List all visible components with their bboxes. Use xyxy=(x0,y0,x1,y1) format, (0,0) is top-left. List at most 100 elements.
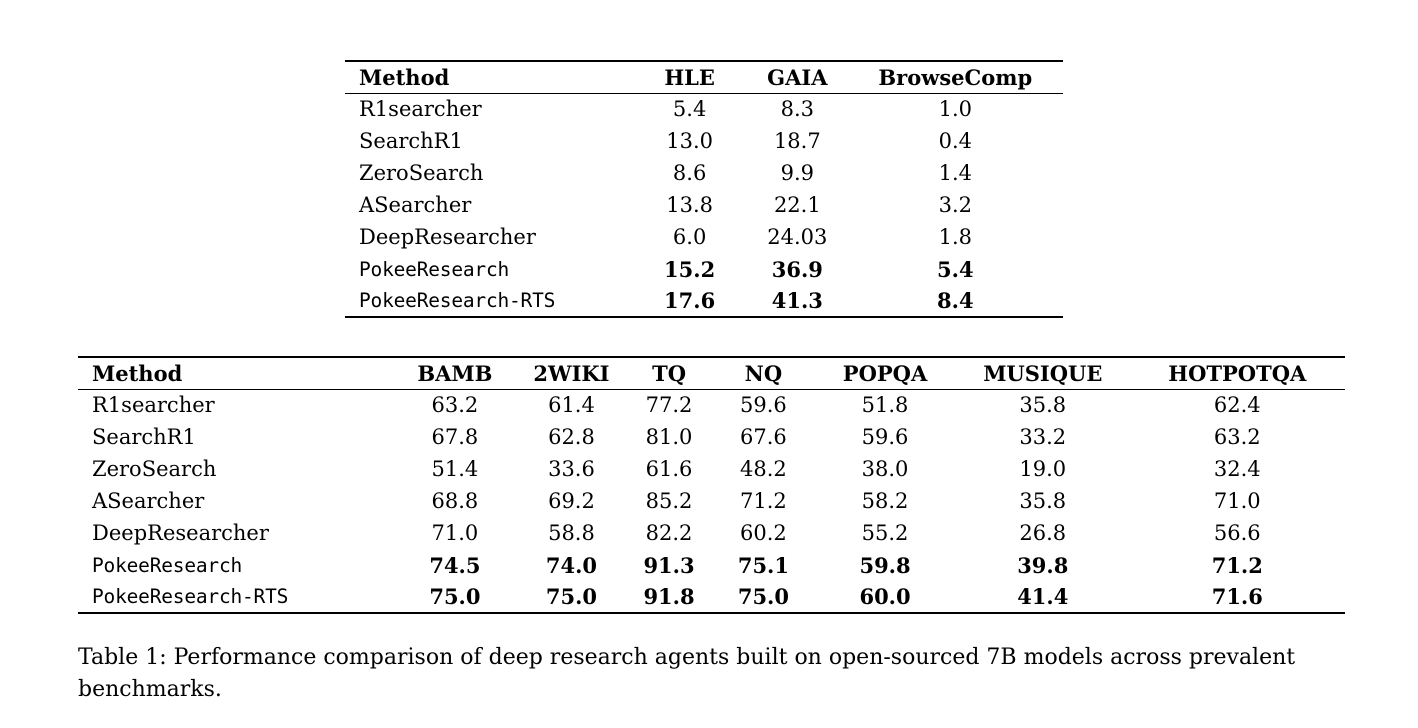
method-cell: PokeeResearch xyxy=(359,257,510,281)
value-cell: 5.4 xyxy=(937,256,974,282)
column-header: GAIA xyxy=(767,64,828,90)
value-cell: 60.2 xyxy=(740,521,787,545)
value-cell: 71.0 xyxy=(431,521,479,545)
column-header: Method xyxy=(359,64,450,90)
method-cell: ASearcher xyxy=(359,193,472,217)
method-cell: ASearcher xyxy=(92,489,205,513)
qa-benchmark-table: Method BAMB 2WIKI TQ NQ POPQA MUSIQUE HOTPOTQA … xyxy=(78,356,1345,614)
value-cell: 85.2 xyxy=(645,489,693,513)
value-cell: 1.4 xyxy=(938,161,972,185)
column-header: MUSIQUE xyxy=(983,360,1103,386)
value-cell: 71.0 xyxy=(1213,489,1261,513)
value-cell: 62.8 xyxy=(548,425,595,449)
value-cell: 61.4 xyxy=(548,393,595,418)
method-cell: PokeeResearch-RTS xyxy=(92,585,289,608)
table-row: SearchR1 67.8 62.8 81.0 67.6 59.6 33.2 63.2 xyxy=(78,421,1345,453)
value-cell: 74.5 xyxy=(429,552,481,578)
value-cell: 19.0 xyxy=(1019,457,1067,481)
method-cell: SearchR1 xyxy=(359,129,463,153)
method-cell: PokeeResearch-RTS xyxy=(359,289,556,312)
value-cell: 8.4 xyxy=(937,288,974,313)
value-cell: 67.6 xyxy=(740,425,787,449)
value-cell: 77.2 xyxy=(645,393,693,418)
column-header: POPQA xyxy=(842,360,928,386)
value-cell: 71.2 xyxy=(740,489,787,513)
value-cell: 13.0 xyxy=(666,129,713,153)
table-row: R1searcher 5.4 8.3 1.0 xyxy=(345,93,1063,125)
table-row: PokeeResearch-RTS 75.0 75.0 91.8 75.0 60.0 41.… xyxy=(78,581,1345,613)
value-cell: 38.0 xyxy=(861,457,909,481)
table-header: Method HLE GAIA BrowseComp xyxy=(345,61,1063,93)
table-row: DeepResearcher 71.0 58.8 82.2 60.2 55.2 26.8 56… xyxy=(78,517,1345,549)
column-header: HLE xyxy=(664,64,715,90)
value-cell: 58.8 xyxy=(548,521,595,545)
value-cell: 63.2 xyxy=(1213,425,1261,449)
column-header: NQ xyxy=(744,360,783,386)
value-cell: 26.8 xyxy=(1019,521,1067,545)
table-body: R1searcher 5.4 8.3 1.0 SearchR1 13.0 18.7 0.4 Ze… xyxy=(345,93,1063,317)
table-row: SearchR1 13.0 18.7 0.4 xyxy=(345,125,1063,157)
value-cell: 1.0 xyxy=(938,97,972,122)
value-cell: 59.6 xyxy=(740,393,787,418)
table-top: Method HLE GAIA BrowseComp R1searcher 5.4 8.3… xyxy=(345,60,1063,318)
value-cell: 55.2 xyxy=(861,521,909,545)
value-cell: 67.8 xyxy=(431,425,479,449)
table-header: Method BAMB 2WIKI TQ NQ POPQA MUSIQUE HOTPOTQA xyxy=(78,357,1345,389)
table-row: R1searcher 63.2 61.4 77.2 59.6 51.8 35.8 62.4 xyxy=(78,389,1345,421)
table-row: ZeroSearch 51.4 33.6 61.6 48.2 38.0 19.0 32.4 xyxy=(78,453,1345,485)
value-cell: 33.6 xyxy=(548,457,595,481)
column-header: 2WIKI xyxy=(533,360,610,386)
value-cell: 41.3 xyxy=(771,288,823,313)
value-cell: 39.8 xyxy=(1017,552,1069,578)
column-header: BrowseComp xyxy=(878,64,1033,90)
method-cell: SearchR1 xyxy=(92,425,196,449)
value-cell: 48.2 xyxy=(740,457,787,481)
value-cell: 0.4 xyxy=(938,129,972,153)
value-cell: 91.8 xyxy=(643,584,695,609)
value-cell: 59.6 xyxy=(861,425,909,449)
table-row: ASearcher 13.8 22.1 3.2 xyxy=(345,189,1063,221)
method-cell: DeepResearcher xyxy=(92,521,269,545)
table-row: ZeroSearch 8.6 9.9 1.4 xyxy=(345,157,1063,189)
value-cell: 75.1 xyxy=(737,552,789,578)
value-cell: 18.7 xyxy=(773,129,821,153)
table-row: PokeeResearch 74.5 74.0 91.3 75.1 59.8 39.8 71.… xyxy=(78,549,1345,581)
table-row: PokeeResearch 15.2 36.9 5.4 xyxy=(345,253,1063,285)
method-cell: DeepResearcher xyxy=(359,225,536,249)
column-header: BAMB xyxy=(417,360,493,386)
value-cell: 36.9 xyxy=(771,256,823,282)
value-cell: 6.0 xyxy=(672,225,707,249)
value-cell: 56.6 xyxy=(1213,521,1261,545)
table-row: PokeeResearch-RTS 17.6 41.3 8.4 xyxy=(345,285,1063,317)
value-cell: 68.8 xyxy=(431,489,479,513)
value-cell: 61.6 xyxy=(645,457,693,481)
value-cell: 51.8 xyxy=(861,393,909,418)
value-cell: 24.03 xyxy=(767,225,828,249)
value-cell: 5.4 xyxy=(672,97,707,122)
value-cell: 59.8 xyxy=(859,552,911,578)
method-cell: R1searcher xyxy=(92,393,215,418)
value-cell: 51.4 xyxy=(431,457,479,481)
table-row: DeepResearcher 6.0 24.03 1.8 xyxy=(345,221,1063,253)
value-cell: 9.9 xyxy=(780,161,815,185)
value-cell: 1.8 xyxy=(938,225,972,249)
value-cell: 13.8 xyxy=(666,193,713,217)
value-cell: 58.2 xyxy=(861,489,909,513)
table-bottom: Method BAMB 2WIKI TQ NQ POPQA MUSIQUE HOTPOTQA … xyxy=(78,356,1345,614)
value-cell: 22.1 xyxy=(773,193,821,217)
table-body: R1searcher 63.2 61.4 77.2 59.6 51.8 35.8 62.4 Se… xyxy=(78,389,1345,613)
value-cell: 8.6 xyxy=(672,161,707,185)
value-cell: 32.4 xyxy=(1213,457,1261,481)
column-header: Method xyxy=(92,360,183,386)
value-cell: 75.0 xyxy=(737,584,789,609)
value-cell: 60.0 xyxy=(859,584,911,609)
value-cell: 62.4 xyxy=(1213,393,1261,418)
method-cell: ZeroSearch xyxy=(92,457,217,481)
value-cell: 17.6 xyxy=(664,288,716,313)
value-cell: 82.2 xyxy=(645,521,693,545)
column-header: HOTPOTQA xyxy=(1168,360,1307,386)
value-cell: 81.0 xyxy=(645,425,693,449)
table-row: ASearcher 68.8 69.2 85.2 71.2 58.2 35.8 71.0 xyxy=(78,485,1345,517)
value-cell: 63.2 xyxy=(431,393,479,418)
